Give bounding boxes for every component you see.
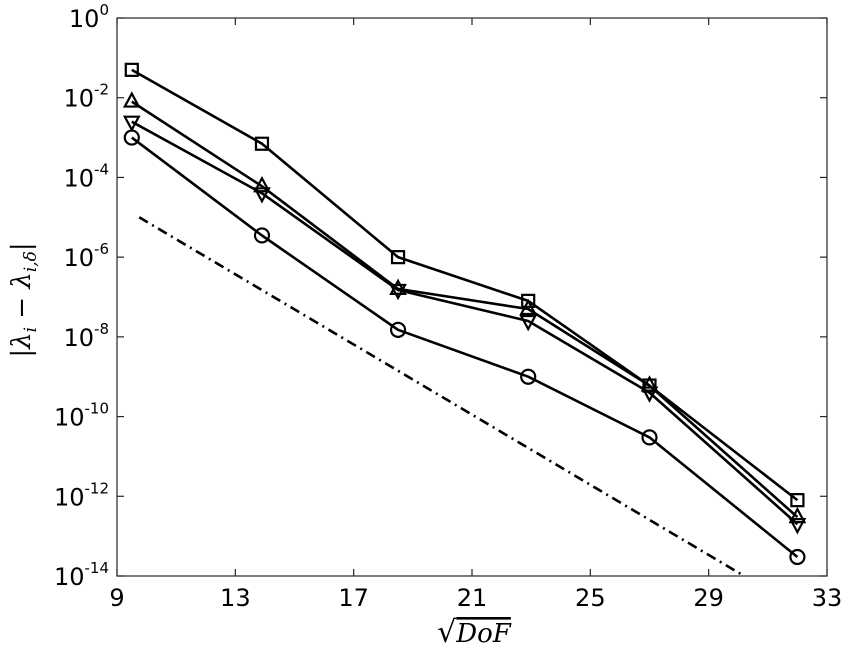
reference-line-layer	[138, 216, 745, 578]
x-axis: 9 13 17 21 25 29 33	[109, 18, 842, 612]
series-line	[131, 136, 799, 559]
y-tick-label: 10-6	[63, 240, 109, 272]
triangle-down-marker	[253, 187, 271, 204]
series-layer	[122, 62, 807, 566]
y-tick-label: 10-2	[63, 81, 109, 113]
square-marker	[390, 250, 406, 265]
reference-slope-line	[138, 216, 745, 578]
triangle-up-marker	[519, 298, 538, 316]
plot-frame	[116, 17, 828, 577]
triangle-down-marker	[122, 115, 141, 133]
y-axis-label: |λi − λi,δ|	[7, 242, 41, 357]
y-tick-label: 10-14	[54, 559, 109, 591]
series-line	[131, 68, 799, 502]
series-triangle-down	[122, 115, 807, 535]
series-line	[131, 120, 799, 526]
x-tick-label: 17	[338, 584, 369, 612]
series-square	[124, 62, 805, 508]
x-tick-label: 29	[693, 584, 724, 612]
y-tick-label: 100	[69, 1, 109, 33]
triangle-up-marker	[640, 375, 659, 392]
series-circle	[123, 129, 806, 566]
circle-marker	[641, 429, 658, 446]
triangle-up-marker	[788, 506, 807, 524]
x-tick-label: 25	[575, 584, 606, 612]
triangle-down-marker	[640, 386, 659, 403]
y-tick-label: 10-10	[54, 400, 109, 432]
circle-marker	[123, 129, 140, 146]
circle-marker	[253, 227, 271, 244]
x-tick-label: 21	[457, 584, 488, 612]
triangle-down-marker	[788, 518, 807, 535]
x-tick-label: 33	[812, 584, 843, 612]
square-marker	[790, 493, 805, 508]
x-axis-label: √DoF	[437, 615, 512, 650]
triangle-up-marker	[253, 175, 271, 193]
y-tick-label: 10-4	[63, 160, 109, 192]
square-marker	[124, 62, 139, 77]
x-tick-label: 13	[220, 584, 251, 612]
triangle-up-marker	[122, 91, 141, 108]
square-marker	[254, 136, 270, 151]
y-axis: 10-14 10-12 10-10 10-8 10-6 10-4 10-2 100	[54, 1, 827, 591]
y-tick-label: 10-12	[54, 479, 109, 511]
circle-marker	[389, 321, 407, 338]
circle-marker	[789, 548, 806, 566]
x-tick-label: 9	[109, 584, 124, 612]
series-triangle-up	[122, 91, 807, 524]
series-line	[131, 100, 799, 519]
triangle-down-marker	[389, 283, 407, 301]
circle-marker	[520, 368, 537, 385]
svg-text:|λi − λi,δ|: |λi − λi,δ|	[7, 242, 41, 357]
square-marker	[521, 293, 536, 308]
y-tick-label: 10-8	[63, 320, 109, 352]
triangle-down-marker	[519, 314, 538, 332]
